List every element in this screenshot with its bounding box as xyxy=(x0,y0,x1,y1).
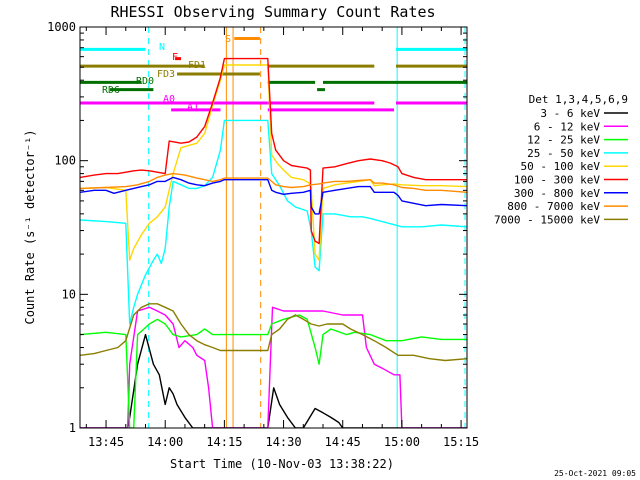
series-line-50-100-kev xyxy=(80,64,467,261)
state-label-f: F xyxy=(172,52,178,63)
legend-label-7000-15000-kev: 7000 - 15000 keV xyxy=(494,213,600,226)
legend-label-800-7000-kev: 800 - 7000 keV xyxy=(507,200,600,213)
x-tick-label: 15:15 xyxy=(443,435,479,449)
legend-title: Det 1,3,4,5,6,9 xyxy=(529,93,628,106)
legend-label-100-300-kev: 100 - 300 keV xyxy=(514,174,600,187)
y-tick-label: 100 xyxy=(54,154,76,168)
x-tick-label: 13:45 xyxy=(88,435,124,449)
state-label-rd0: RD0 xyxy=(136,76,154,87)
y-axis-label: Count Rate (s⁻¹ detector⁻¹) xyxy=(23,129,37,324)
series-line-12-25-kev xyxy=(80,314,467,428)
series-line-100-300-kev xyxy=(80,57,467,245)
legend-label-6-12-kev: 6 - 12 keV xyxy=(534,120,601,133)
legend-label-3-6-kev: 3 - 6 keV xyxy=(540,107,600,120)
x-tick-label: 14:30 xyxy=(265,435,301,449)
footer-timestamp: 25-Oct-2021 09:05 xyxy=(554,469,636,478)
series-line-3-6-kev xyxy=(80,333,467,428)
state-label-rd6: RD6 xyxy=(102,85,120,96)
series-line-300-800-kev xyxy=(80,176,467,215)
legend-label-12-25-kev: 12 - 25 keV xyxy=(527,134,600,147)
series-line-800-7000-kev xyxy=(80,172,467,193)
series-line-25-50-kev xyxy=(80,119,467,325)
legend-label-300-800-kev: 300 - 800 keV xyxy=(514,187,600,200)
series-line-7000-15000-kev xyxy=(80,303,467,362)
state-label-s: S xyxy=(225,34,231,45)
x-tick-label: 14:15 xyxy=(206,435,242,449)
series-line-6-12-kev xyxy=(80,306,467,428)
state-label-n: N xyxy=(159,42,165,53)
plot-frame xyxy=(79,26,468,429)
legend-label-50-100-kev: 50 - 100 keV xyxy=(521,160,601,173)
y-tick-label: 10 xyxy=(62,287,76,301)
state-label-fd3: FD3 xyxy=(157,69,175,80)
state-label-a0: A0 xyxy=(163,94,175,105)
chart-title: RHESSI Observing Summary Count Rates xyxy=(110,3,435,21)
x-tick-label: 14:45 xyxy=(325,435,361,449)
y-tick-label: 1 xyxy=(69,421,76,435)
x-tick-label: 14:00 xyxy=(147,435,183,449)
state-label-fd1: FD1 xyxy=(188,60,206,71)
x-tick-label: 15:00 xyxy=(384,435,420,449)
x-axis-label: Start Time (10-Nov-03 13:38:22) xyxy=(170,457,394,471)
legend-label-25-50-kev: 25 - 50 keV xyxy=(527,147,600,160)
y-tick-label: 1000 xyxy=(47,20,76,34)
state-label-a1: A1 xyxy=(187,102,199,113)
